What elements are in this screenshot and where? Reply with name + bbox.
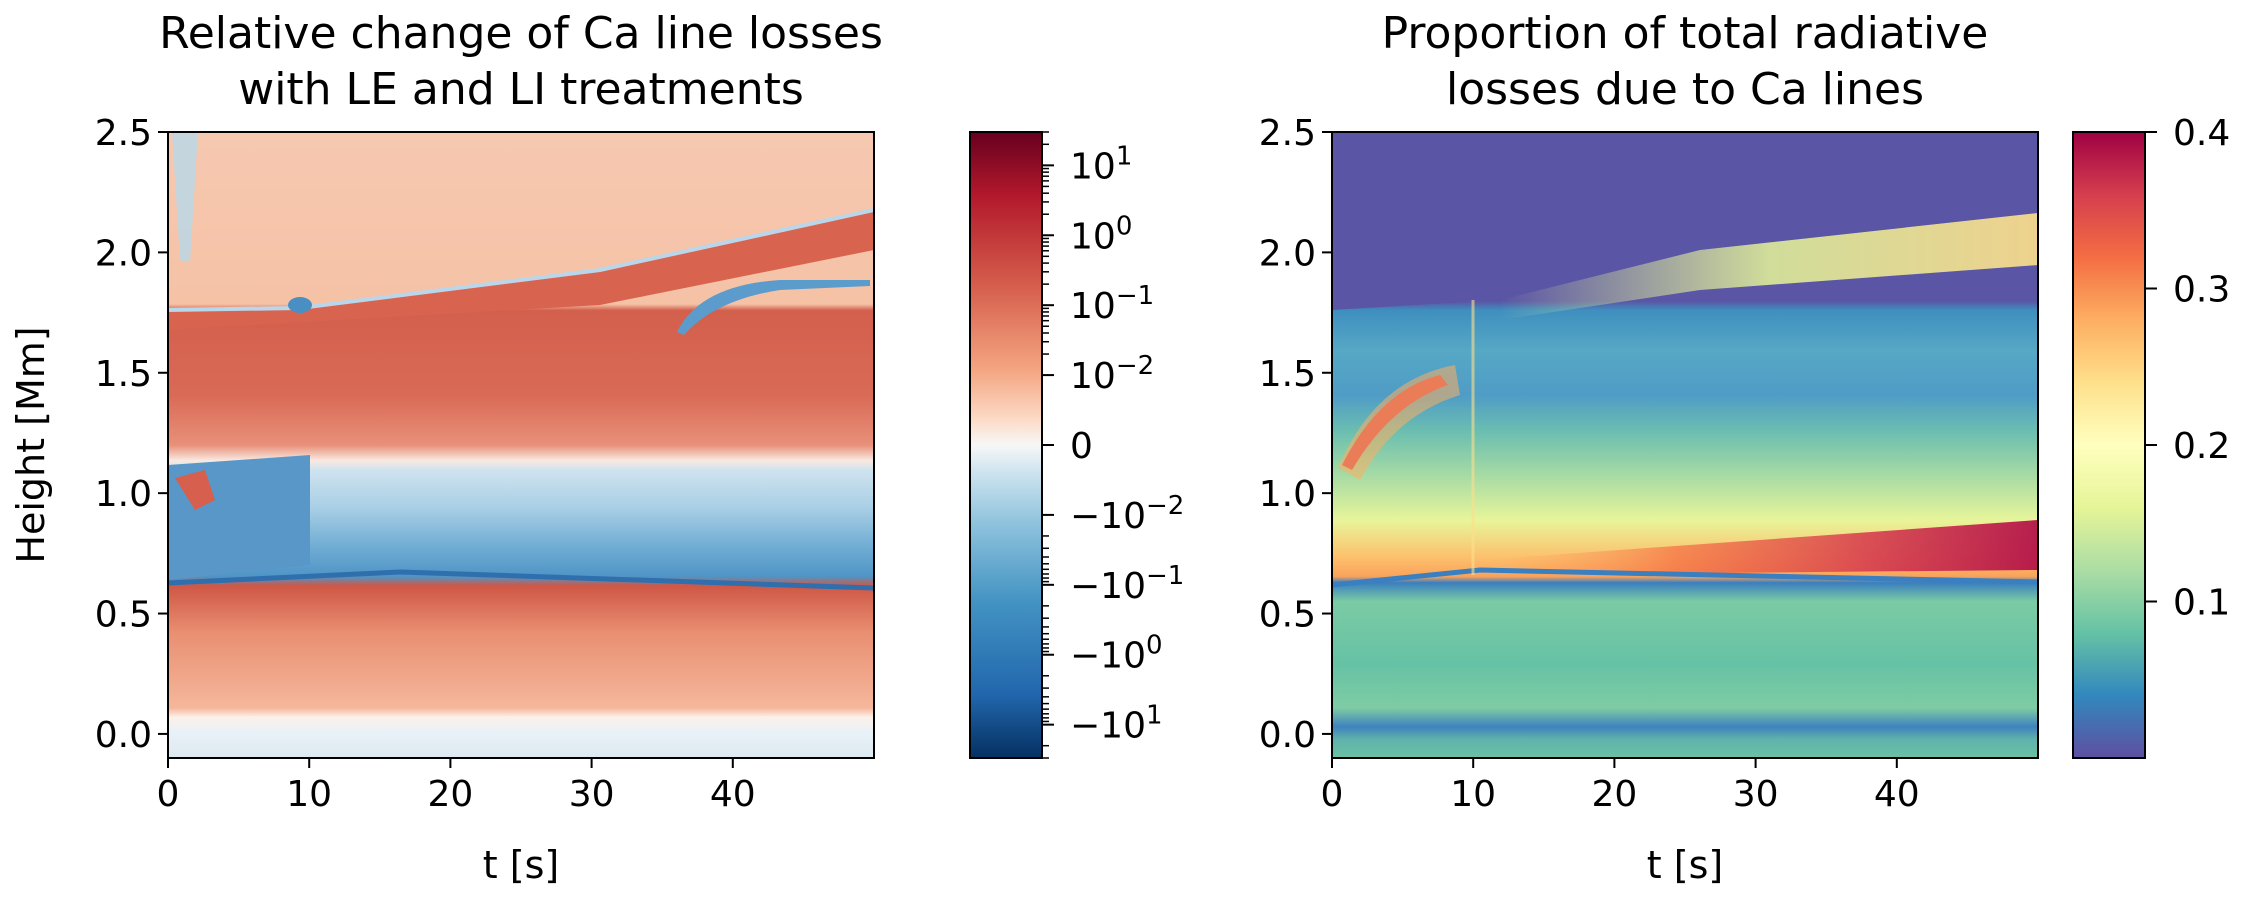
left-upper-front-edge [168, 208, 874, 312]
left-axes-frame [167, 131, 875, 759]
left-upper-front [168, 210, 874, 330]
ytick-label: 1.5 [1259, 354, 1316, 395]
right-ticks: 0 10 20 30 40 0.0 0.5 1.0 1.5 2.0 2.5 [1259, 113, 1920, 815]
right-title-line-2: losses due to Ca lines [1446, 64, 1924, 115]
colorbar-tick-label: 0.3 [2173, 270, 2230, 311]
left-blue-arc [677, 280, 870, 335]
xtick-label: 10 [286, 774, 332, 815]
ytick-label: 2.5 [1259, 113, 1316, 154]
ytick-label: 0.0 [1259, 715, 1316, 756]
right-blue-line [1332, 567, 2038, 588]
left-blue-feature-a [288, 297, 312, 313]
right-title-line-1: Proportion of total radiative [1382, 8, 1989, 59]
ytick-label: 2.5 [95, 113, 152, 154]
ytick-label: 1.0 [95, 474, 152, 515]
colorbar-tick-label: −10−1 [1070, 561, 1184, 607]
left-title-line-2: with LE and LI treatments [238, 64, 804, 115]
xtick-label: 20 [427, 774, 473, 815]
xtick-label: 0 [1321, 774, 1344, 815]
ytick-label: 0.5 [1259, 595, 1316, 636]
ytick-label: 0.0 [95, 715, 152, 756]
colorbar-tick-label: 0 [1070, 426, 1093, 467]
colorbar-tick-label: −100 [1070, 631, 1163, 677]
left-heatmap [168, 132, 874, 758]
right-colorbar-ticks: 0.1 0.2 0.3 0.4 [2145, 113, 2230, 624]
right-early-streak-glow [1338, 365, 1460, 480]
right-peak-band [1480, 520, 2038, 575]
colorbar-tick-label: −101 [1070, 701, 1163, 747]
colorbar-tick-label: 0.2 [2173, 426, 2230, 467]
colorbar-tick-label: 10−1 [1070, 281, 1154, 327]
ytick-label: 1.5 [95, 354, 152, 395]
colorbar-tick-label: −10−2 [1070, 491, 1184, 537]
left-heatmap-base [168, 132, 874, 758]
left-colorbar [969, 131, 1043, 759]
left-red-fragment [175, 470, 215, 510]
left-ticks: 0 10 20 30 40 0.0 0.5 1.0 1.5 2.0 2.5 [95, 113, 756, 815]
right-heatmap [1332, 132, 2038, 758]
left-lower-edge [168, 569, 874, 591]
ytick-label: 0.5 [95, 595, 152, 636]
left-xlabel: t [s] [483, 843, 559, 887]
colorbar-tick-label: 100 [1070, 211, 1132, 257]
left-title-line-1: Relative change of Ca line losses [159, 8, 883, 59]
colorbar-tick-label: 0.1 [2173, 583, 2230, 624]
right-corona [1332, 132, 2038, 310]
ytick-label: 1.0 [1259, 474, 1316, 515]
right-xlabel: t [s] [1647, 843, 1723, 887]
left-blue-plume [172, 132, 198, 262]
xtick-label: 40 [710, 774, 756, 815]
ytick-label: 2.0 [1259, 233, 1316, 274]
right-colorbar [2072, 131, 2146, 759]
right-front-band [1500, 213, 2038, 320]
colorbar-tick-label: 101 [1070, 141, 1132, 187]
xtick-label: 0 [157, 774, 180, 815]
xtick-label: 30 [1733, 774, 1779, 815]
xtick-label: 20 [1591, 774, 1637, 815]
left-ylabel: Height [Mm] [9, 326, 53, 563]
left-panel: Relative change of Ca line losses with L… [9, 8, 1184, 887]
colorbar-tick-label: 10−2 [1070, 351, 1154, 397]
right-axes-frame [1331, 131, 2039, 759]
xtick-label: 10 [1450, 774, 1496, 815]
left-blue-wedge [168, 455, 310, 580]
xtick-label: 30 [569, 774, 615, 815]
ytick-label: 2.0 [95, 233, 152, 274]
xtick-label: 40 [1874, 774, 1920, 815]
colorbar-tick-label: 0.4 [2173, 113, 2230, 154]
right-panel: Proportion of total radiative losses due… [1259, 8, 2231, 887]
left-colorbar-ticks: 101 100 10−1 10−2 0 −10−2 −10−1 −100 −101 [1042, 131, 1184, 759]
